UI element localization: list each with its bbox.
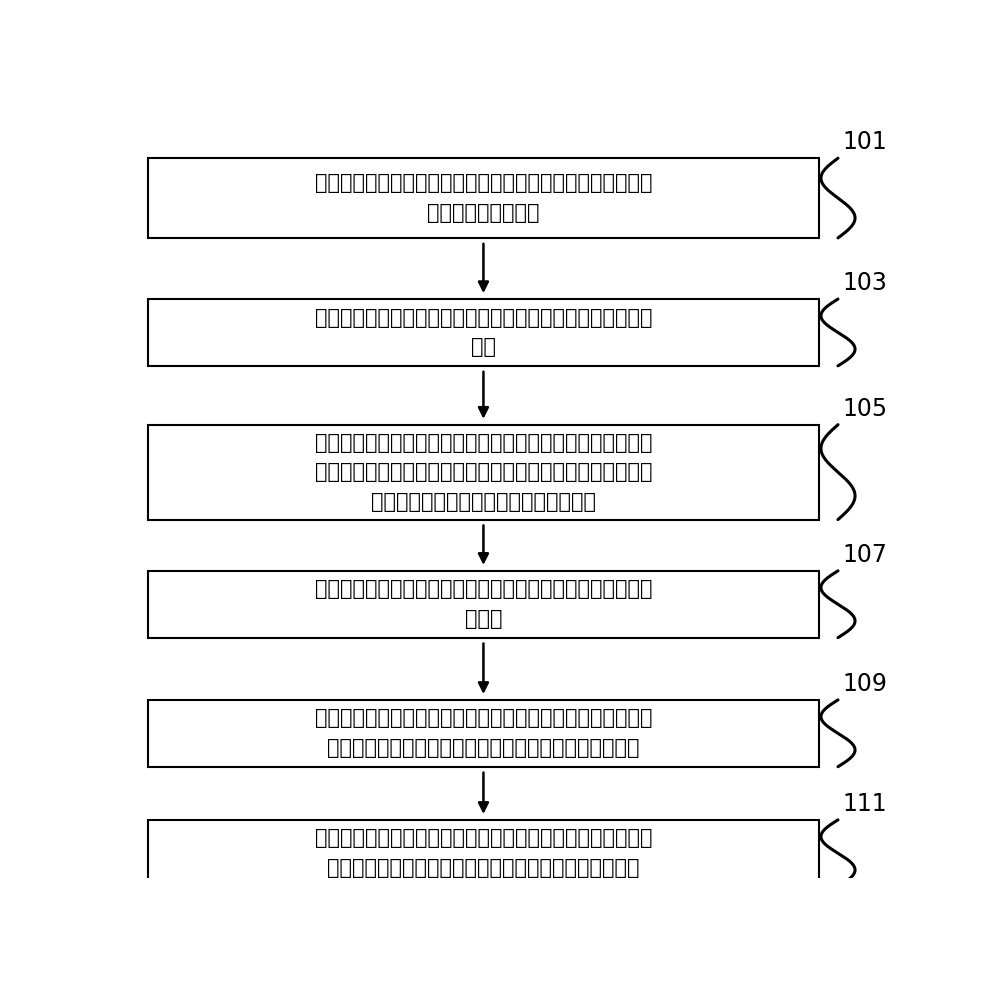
Text: 在所述填充步骤之后，对所述衬底结构的至少一部分进行第一
掺杂，以形成阱区，所述阱区至少部分地在所述衬底中且与所
述多个鳍片中的一部分鳍片邻接或者交叠: 在所述填充步骤之后，对所述衬底结构的至少一部分进行第一 掺杂，以形成阱区，所述阱… xyxy=(315,433,652,512)
Text: 105: 105 xyxy=(843,397,888,421)
Text: 对所述多个鳍片中的与所述第一组鳍片不同的第二组鳍片的每
一个鳍片的至少一部分进行第三掺杂，以形成第二掺杂区: 对所述多个鳍片中的与所述第一组鳍片不同的第二组鳍片的每 一个鳍片的至少一部分进行… xyxy=(315,828,652,879)
Text: 109: 109 xyxy=(843,672,888,696)
Bar xyxy=(148,299,819,366)
Text: 107: 107 xyxy=(843,543,888,567)
Text: 对所述多个鳍片中与所述阱区邻接或或交叠的第一组鳍片的每
一个鳍片的至少一部分进行第二掺杂，以形成第一掺杂区: 对所述多个鳍片中与所述阱区邻接或或交叠的第一组鳍片的每 一个鳍片的至少一部分进行… xyxy=(315,709,652,758)
Text: 提供衬底结构，所述衬底结构包括半导体衬底和位于所述衬底
上的多个半导体鳍片: 提供衬底结构，所述衬底结构包括半导体衬底和位于所述衬底 上的多个半导体鳍片 xyxy=(315,174,652,223)
Bar xyxy=(148,571,819,638)
Text: 101: 101 xyxy=(843,130,888,155)
Bar xyxy=(148,425,819,520)
Bar xyxy=(148,819,819,886)
Bar xyxy=(148,700,819,767)
Text: 103: 103 xyxy=(843,271,888,295)
Text: 去除所述隔离区的一部分以露出所述多个鳍片中各鳍片的至少
一部分: 去除所述隔离区的一部分以露出所述多个鳍片中各鳍片的至少 一部分 xyxy=(315,580,652,629)
Text: 在各个鳍片之间形成隔离区以至少基本填充满各个鳍片之间的
空间: 在各个鳍片之间形成隔离区以至少基本填充满各个鳍片之间的 空间 xyxy=(315,308,652,357)
Bar xyxy=(148,158,819,238)
Text: 111: 111 xyxy=(843,792,887,816)
